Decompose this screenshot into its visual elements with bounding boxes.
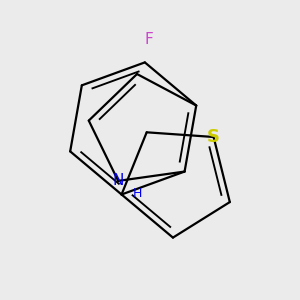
Text: F: F xyxy=(145,32,153,47)
Text: S: S xyxy=(207,128,220,146)
Text: N: N xyxy=(112,173,124,188)
Text: H: H xyxy=(132,187,142,200)
